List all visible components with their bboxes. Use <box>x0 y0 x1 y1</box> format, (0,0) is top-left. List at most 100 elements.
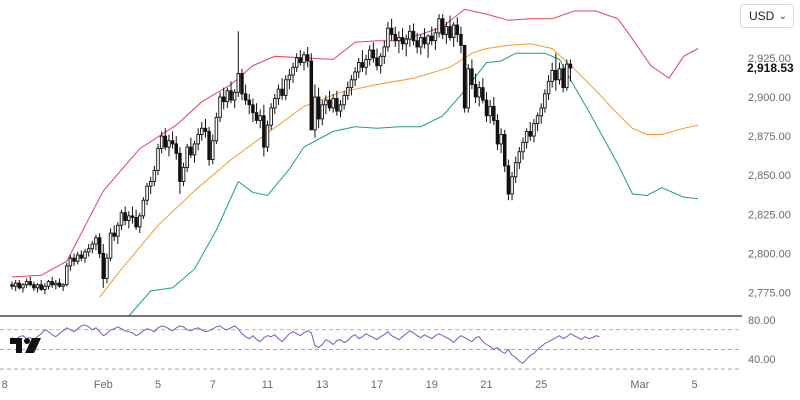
candle <box>17 280 22 290</box>
candle <box>178 147 182 194</box>
candle <box>404 34 408 57</box>
candle <box>90 240 95 254</box>
candle-body <box>535 115 540 125</box>
candle <box>411 23 416 46</box>
candle-body <box>280 88 284 96</box>
candle-body <box>24 281 29 286</box>
candle <box>254 103 259 124</box>
candle-body <box>13 282 18 287</box>
candle-body <box>116 224 120 237</box>
candle <box>61 283 65 291</box>
candle <box>159 131 164 154</box>
x-axis-tick: 25 <box>535 379 547 391</box>
candle-body <box>470 68 474 85</box>
candle <box>444 21 449 44</box>
candle-body <box>83 251 87 259</box>
x-axis-tick: 17 <box>371 379 383 391</box>
candle-body <box>557 68 562 81</box>
candle-body <box>134 216 138 228</box>
candle <box>221 87 226 110</box>
candle <box>513 156 518 184</box>
candle <box>492 96 496 126</box>
candle-body <box>54 282 58 286</box>
price-axis-tick: 2,850.00 <box>748 170 791 182</box>
candle-body <box>240 73 244 95</box>
candle <box>400 28 405 51</box>
candle-body <box>568 63 573 69</box>
candle-body <box>243 93 248 101</box>
candle-body <box>378 55 383 67</box>
candle-body <box>130 215 135 218</box>
candle-body <box>400 37 405 45</box>
candle-body <box>105 257 109 279</box>
price-axis-tick: 2,925.00 <box>748 53 791 65</box>
candle <box>262 104 266 157</box>
candle-body <box>294 57 299 68</box>
candle <box>466 64 471 113</box>
candle-body <box>192 143 197 156</box>
last-price-label: 2,918.53 <box>747 61 794 75</box>
candle-body <box>35 284 40 289</box>
upper-band-line <box>11 8 699 278</box>
currency-selector[interactable]: USD ⌄ <box>740 4 794 28</box>
candle-body <box>112 232 116 237</box>
candle <box>433 28 438 51</box>
candle-body <box>108 232 113 259</box>
candle-body <box>389 27 394 35</box>
candle-body <box>61 284 65 287</box>
candle-body <box>532 123 536 137</box>
candle <box>455 17 460 43</box>
price-axis-tick: 2,800.00 <box>748 248 791 260</box>
candle <box>10 281 14 290</box>
candle-body <box>178 152 182 182</box>
candle <box>364 54 368 76</box>
candle-body <box>302 54 306 64</box>
candle-body <box>528 130 533 137</box>
candle <box>43 283 47 295</box>
candle-body <box>342 94 346 106</box>
candle-body <box>513 162 518 178</box>
candle-body <box>338 104 343 112</box>
candle-body <box>86 248 91 253</box>
candle-body <box>371 49 376 59</box>
candle-body <box>382 46 387 57</box>
candle <box>524 128 529 149</box>
candle-body <box>499 134 503 145</box>
candle <box>415 32 419 54</box>
x-axis-tick: 5 <box>155 379 161 391</box>
candle-body <box>419 37 423 48</box>
candle <box>324 95 328 115</box>
candle-body <box>148 181 153 187</box>
candle-body <box>196 134 200 145</box>
candle <box>101 244 105 288</box>
candle <box>145 183 149 205</box>
candle-body <box>46 281 51 287</box>
candle <box>375 48 379 71</box>
candle <box>349 75 354 96</box>
candle <box>284 75 288 101</box>
candle <box>32 281 36 291</box>
candle-body <box>430 35 434 42</box>
candle <box>451 21 456 47</box>
candle-body <box>448 26 452 38</box>
candle-body <box>466 68 471 109</box>
candle-body <box>375 57 379 67</box>
candle <box>448 15 452 41</box>
candle-body <box>265 124 270 148</box>
candle-body <box>539 107 544 117</box>
candle-body <box>262 115 266 148</box>
candle <box>393 26 398 47</box>
candle-body <box>43 285 47 290</box>
candle-body <box>437 18 441 34</box>
candle-body <box>451 24 456 38</box>
candle-body <box>481 87 485 101</box>
candle <box>535 112 540 132</box>
candle <box>214 112 219 144</box>
candle <box>39 280 43 291</box>
candle <box>134 209 138 230</box>
candle-body <box>415 40 419 48</box>
candle <box>225 87 230 108</box>
candle <box>86 244 91 257</box>
candle-body <box>28 281 33 286</box>
